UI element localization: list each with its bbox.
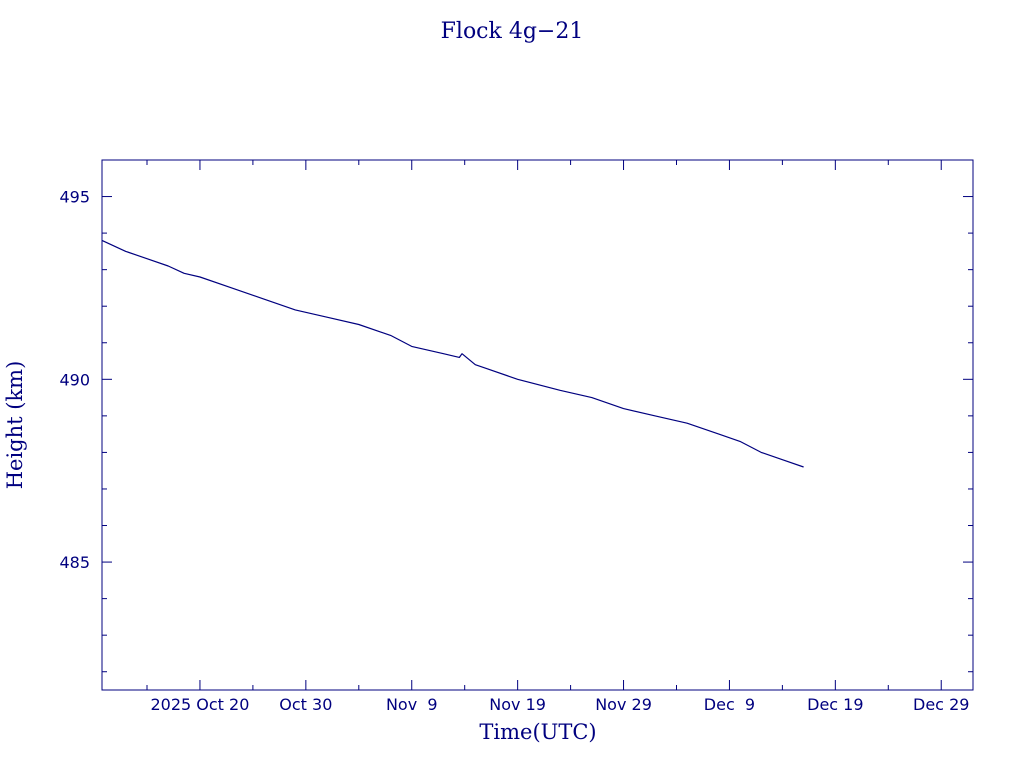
- x-tick-label: Dec 29: [913, 695, 969, 714]
- y-tick-label: 490: [59, 370, 90, 389]
- x-tick-label: Oct 30: [279, 695, 332, 714]
- x-tick-label: 2025 Oct 20: [150, 695, 249, 714]
- chart-title: Flock 4g−21: [441, 19, 584, 44]
- x-tick-label: Dec 9: [704, 695, 755, 714]
- x-tick-label: Nov 19: [489, 695, 546, 714]
- plot-frame: [101, 159, 974, 691]
- x-tick-label: Nov 29: [595, 695, 652, 714]
- y-tick-label: 485: [59, 553, 90, 572]
- x-tick-label: Nov 9: [386, 695, 438, 714]
- y-axis-label: Height (km): [3, 361, 27, 490]
- x-tick-label: Dec 19: [807, 695, 863, 714]
- x-axis-label: Time(UTC): [479, 720, 596, 744]
- tick-labels: 2025 Oct 20 Oct 30 Nov 9 Nov 19 Nov 29 Dec 9 D…: [59, 188, 969, 714]
- series-group: [101, 239, 804, 468]
- axis-ticks: [102, 160, 973, 690]
- y-tick-label: 495: [59, 188, 90, 207]
- height-series-line: [101, 239, 804, 468]
